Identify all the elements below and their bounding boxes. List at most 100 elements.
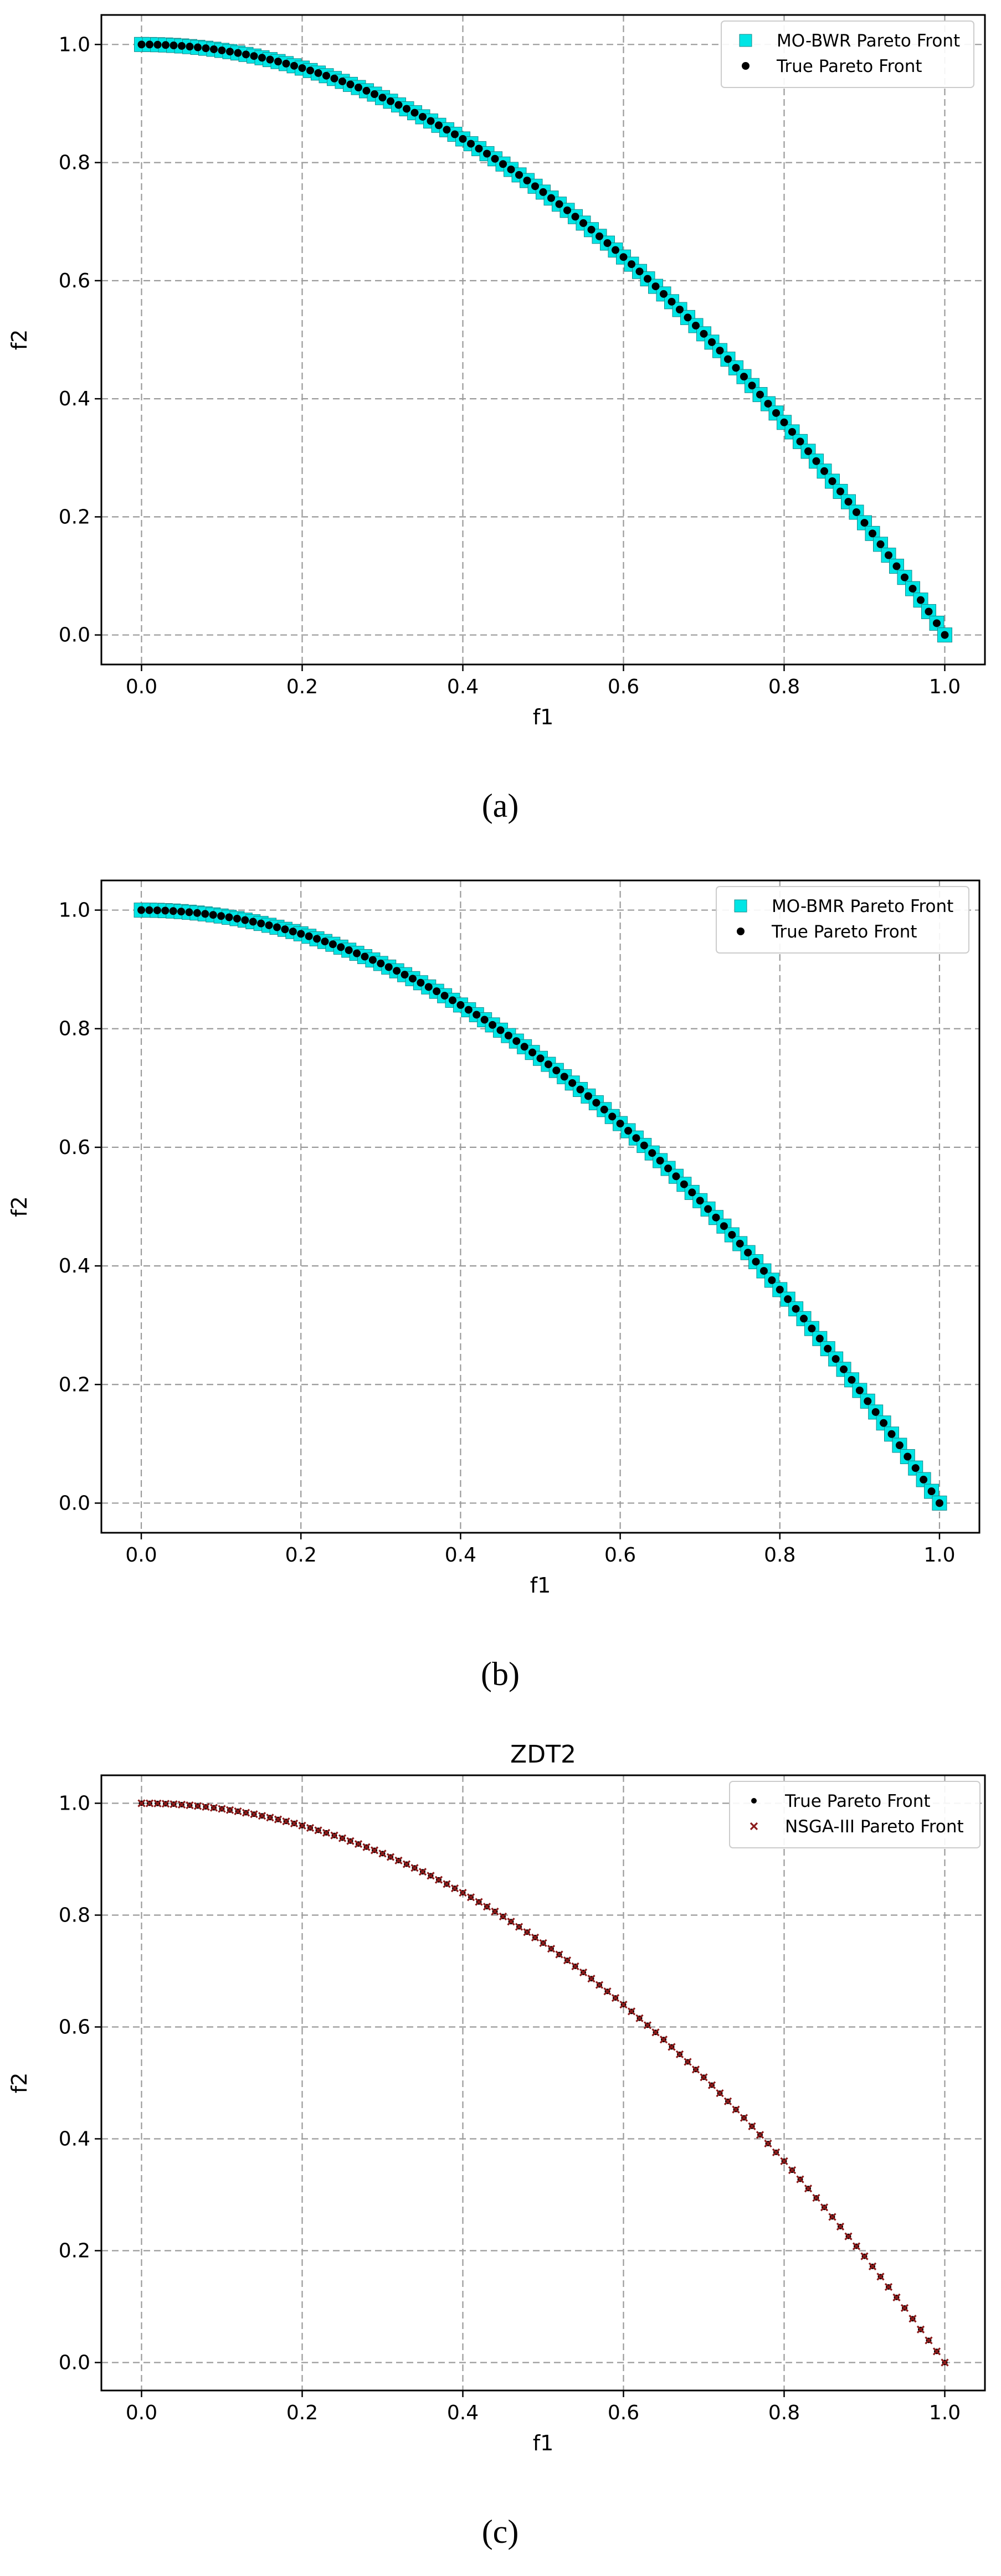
data-point xyxy=(394,101,403,109)
data-point xyxy=(900,2304,909,2312)
data-point xyxy=(568,1079,577,1087)
data-point xyxy=(844,2232,853,2240)
data-point xyxy=(592,1099,600,1107)
data-point xyxy=(145,1799,154,1807)
data-point xyxy=(186,1801,194,1810)
data-point xyxy=(792,1305,800,1313)
y-tick-label: 0.8 xyxy=(59,1904,90,1927)
data-point xyxy=(290,1819,299,1828)
figure-caption: (b) xyxy=(481,1656,520,1692)
data-point xyxy=(776,1285,784,1294)
data-point xyxy=(917,596,925,604)
data-point xyxy=(273,923,281,931)
data-point xyxy=(796,2175,804,2183)
data-point xyxy=(153,1799,162,1808)
data-point xyxy=(153,906,161,914)
data-point xyxy=(162,41,170,49)
data-point xyxy=(732,364,740,372)
data-point xyxy=(536,1054,545,1063)
data-point xyxy=(424,983,433,991)
data-point xyxy=(137,906,146,914)
data-point xyxy=(596,232,603,240)
data-point xyxy=(748,382,756,390)
data-point xyxy=(306,66,314,75)
data-point xyxy=(887,1430,896,1438)
data-point xyxy=(169,907,177,915)
x-tick-label: 0.6 xyxy=(604,1544,636,1567)
data-point xyxy=(354,1840,363,1848)
data-point xyxy=(676,306,684,314)
data-point xyxy=(584,1092,592,1100)
data-point xyxy=(824,1344,832,1353)
data-point xyxy=(515,171,523,179)
data-point xyxy=(362,86,371,95)
data-point xyxy=(491,154,499,163)
legend-label: MO-BWR Pareto Front xyxy=(777,31,960,51)
data-point xyxy=(161,906,170,915)
x-tick-label: 0.6 xyxy=(608,676,639,698)
data-point xyxy=(544,1060,552,1069)
y-tick-label: 1.0 xyxy=(59,1792,90,1815)
legend: MO-BWR Pareto Front True Pareto Front xyxy=(721,20,974,88)
y-axis-label: f2 xyxy=(7,329,32,351)
data-point xyxy=(531,1933,540,1942)
data-point xyxy=(403,105,410,113)
data-point xyxy=(178,42,186,50)
data-point xyxy=(146,40,153,49)
data-point xyxy=(688,1188,696,1197)
legend-label: True Pareto Front xyxy=(776,56,922,76)
data-point xyxy=(234,1807,242,1816)
data-point xyxy=(491,1907,499,1916)
x-tick-label: 0.8 xyxy=(768,2402,800,2424)
data-point xyxy=(242,1809,250,1817)
data-point xyxy=(808,1325,816,1333)
data-point xyxy=(925,607,933,616)
data-point xyxy=(860,2252,869,2260)
data-point xyxy=(419,112,427,121)
data-point xyxy=(869,529,876,538)
x-axis-label: f1 xyxy=(530,1573,551,1598)
data-point xyxy=(619,253,628,261)
data-point xyxy=(628,260,635,269)
legend: MO-BMR Pareto Front True Pareto Front xyxy=(716,886,969,954)
data-point xyxy=(820,467,828,475)
data-point xyxy=(651,282,660,291)
x-tick-label: 0.4 xyxy=(445,1544,476,1567)
plot-area xyxy=(101,15,985,664)
data-point xyxy=(480,1016,489,1024)
data-point xyxy=(330,74,338,83)
data-point xyxy=(249,918,257,926)
data-point xyxy=(707,2081,716,2089)
data-point xyxy=(362,1843,371,1851)
data-point xyxy=(691,2065,700,2074)
chart-title: ZDT2 xyxy=(510,1740,576,1769)
data-point xyxy=(764,2139,772,2148)
y-tick-label: 0.4 xyxy=(59,2128,90,2151)
data-point xyxy=(345,946,353,954)
data-point xyxy=(186,43,194,51)
data-point xyxy=(377,959,385,967)
data-point xyxy=(876,2273,885,2281)
data-point xyxy=(812,457,820,465)
data-point xyxy=(716,347,724,355)
legend-label: MO-BMR Pareto Front xyxy=(772,897,953,916)
data-point xyxy=(712,1213,720,1222)
data-point xyxy=(507,1918,515,1926)
series-1 xyxy=(137,906,943,1507)
data-point xyxy=(836,2222,845,2231)
chart-panel-1: 0.0 0.2 0.4 0.6 0.8 1.0 0.0 0.2 0.4 0.6 0.8 1.0 f1 f2… xyxy=(7,879,981,1692)
data-point xyxy=(579,219,587,227)
data-point xyxy=(483,150,491,158)
y-tick-label: 0.0 xyxy=(59,624,90,647)
data-point xyxy=(555,200,563,208)
data-point xyxy=(282,1817,290,1826)
x-tick-label: 0.8 xyxy=(768,676,800,698)
data-point xyxy=(860,519,869,527)
data-point xyxy=(644,275,651,283)
data-point xyxy=(482,1903,491,1911)
data-point xyxy=(250,52,258,60)
data-point xyxy=(467,140,475,148)
data-point xyxy=(170,1800,178,1809)
data-point xyxy=(868,2262,877,2271)
y-tick-label: 1.0 xyxy=(59,899,90,922)
